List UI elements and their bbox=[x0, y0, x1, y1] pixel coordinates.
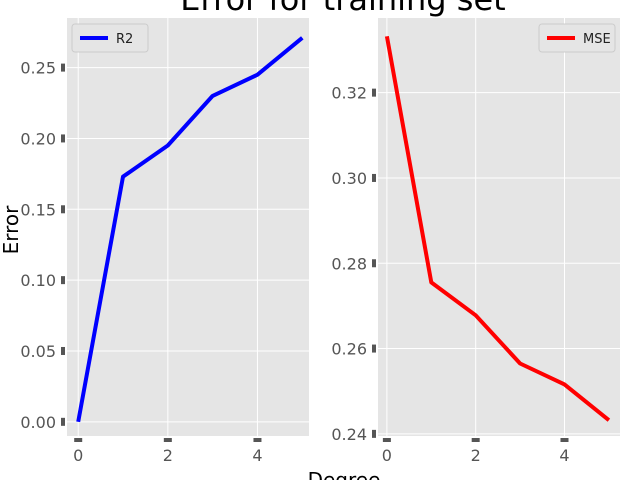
legend-box bbox=[71, 23, 149, 53]
y-tick-mark bbox=[372, 429, 376, 438]
x-tick-label: 0 bbox=[382, 446, 392, 465]
legend-label: R2 bbox=[116, 32, 133, 47]
y-axis-label: Error bbox=[0, 205, 23, 255]
x-tick-mark bbox=[163, 438, 172, 442]
y-tick-mark bbox=[61, 276, 65, 285]
x-tick-mark bbox=[253, 438, 262, 442]
series-line-r2 bbox=[76, 36, 304, 423]
x-tick-label: 2 bbox=[471, 446, 481, 465]
chart-title: Error for training set bbox=[180, 0, 505, 18]
series-line-mse bbox=[384, 35, 611, 422]
x-tick-label: 2 bbox=[163, 446, 173, 465]
y-tick-mark bbox=[372, 88, 376, 97]
y-tick-label: 0.28 bbox=[331, 254, 367, 273]
x-tick-mark bbox=[74, 438, 83, 442]
y-tick-label: 0.24 bbox=[331, 425, 367, 444]
y-tick-mark bbox=[372, 344, 376, 353]
y-tick-mark bbox=[372, 173, 376, 182]
x-tick-mark bbox=[382, 438, 391, 442]
plot-background bbox=[67, 18, 309, 436]
mse-panel: 0 2 4 0.24 0.26 0.28 0.30 0.32 MSE bbox=[331, 18, 620, 465]
y-tick-label: 0.30 bbox=[331, 169, 367, 188]
legend-label: MSE bbox=[583, 32, 611, 47]
x-tick-mark bbox=[471, 438, 480, 442]
y-tick-label: 0.00 bbox=[20, 413, 56, 432]
y-tick-label: 0.25 bbox=[20, 59, 56, 78]
legend-box bbox=[538, 23, 616, 53]
y-tick-mark bbox=[61, 346, 65, 355]
x-axis-label: Degree bbox=[308, 468, 381, 480]
y-tick-mark bbox=[61, 63, 65, 72]
plot-background bbox=[378, 18, 620, 436]
x-tick-mark bbox=[560, 438, 569, 442]
y-tick-label: 0.26 bbox=[331, 340, 367, 359]
x-tick-label: 0 bbox=[73, 446, 83, 465]
y-tick-label: 0.10 bbox=[20, 271, 56, 290]
y-tick-label: 0.32 bbox=[331, 84, 367, 103]
y-tick-label: 0.15 bbox=[20, 200, 56, 219]
y-tick-mark bbox=[61, 134, 65, 143]
x-tick-label: 4 bbox=[559, 446, 569, 465]
y-tick-mark bbox=[61, 205, 65, 214]
y-tick-mark bbox=[61, 417, 65, 426]
x-tick-label: 4 bbox=[252, 446, 262, 465]
y-tick-label: 0.05 bbox=[20, 342, 56, 361]
y-tick-label: 0.20 bbox=[20, 129, 56, 148]
y-tick-mark bbox=[372, 259, 376, 268]
r2-panel: 0 2 4 0.00 0.05 0.10 0.15 0.20 0.25 R2 bbox=[20, 18, 309, 465]
